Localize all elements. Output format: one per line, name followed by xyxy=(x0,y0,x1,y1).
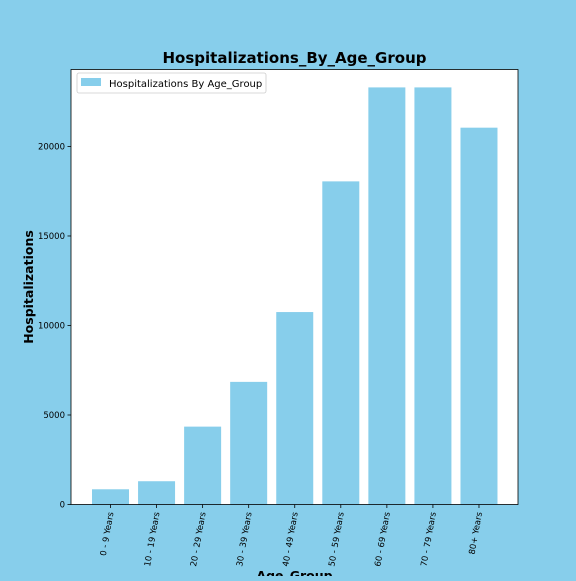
legend-label: Hospitalizations By Age_Group xyxy=(109,79,262,90)
x-axis-label: Age_Group xyxy=(256,568,332,576)
bar-3 xyxy=(230,381,268,505)
bar-5 xyxy=(322,181,360,505)
bar-2 xyxy=(184,426,222,505)
plot-frame xyxy=(70,69,519,505)
y-axis-ticks: 0 5000 10000 15000 20000 xyxy=(38,142,71,511)
y-tick-label: 10000 xyxy=(38,321,65,331)
bar-7 xyxy=(414,87,452,505)
legend: Hospitalizations By Age_Group xyxy=(76,72,267,94)
x-axis-ticks: 0 - 9 Years 10 - 19 Years 20 - 29 Years 30 … xyxy=(99,504,485,568)
legend-swatch xyxy=(81,78,101,86)
bar-4 xyxy=(276,312,314,505)
x-tick-label: 30 - 39 Years xyxy=(235,511,255,568)
bar-1 xyxy=(138,481,176,505)
x-tick-label: 10 - 19 Years xyxy=(143,511,163,568)
y-tick-label: 0 xyxy=(60,501,65,511)
y-axis-label: Hospitalizations xyxy=(21,230,36,344)
x-tick-label: 20 - 29 Years xyxy=(189,511,209,568)
chart-title: Hospitalizations_By_Age_Group xyxy=(163,49,427,67)
x-tick-label: 40 - 49 Years xyxy=(281,511,301,568)
x-tick-label: 0 - 9 Years xyxy=(99,511,117,557)
bar-0 xyxy=(92,489,129,505)
x-tick-label: 80+ Years xyxy=(468,511,485,556)
legend-frame xyxy=(76,72,267,94)
x-tick-label: 60 - 69 Years xyxy=(373,511,393,568)
x-tick-label: 70 - 79 Years xyxy=(419,511,439,568)
bar-6 xyxy=(368,87,406,505)
y-tick-label: 5000 xyxy=(43,411,65,421)
bars-group xyxy=(92,87,498,505)
x-tick-label: 50 - 59 Years xyxy=(327,511,347,568)
y-tick-label: 20000 xyxy=(38,142,65,152)
y-tick-label: 15000 xyxy=(38,232,65,242)
bar-8 xyxy=(460,127,498,505)
